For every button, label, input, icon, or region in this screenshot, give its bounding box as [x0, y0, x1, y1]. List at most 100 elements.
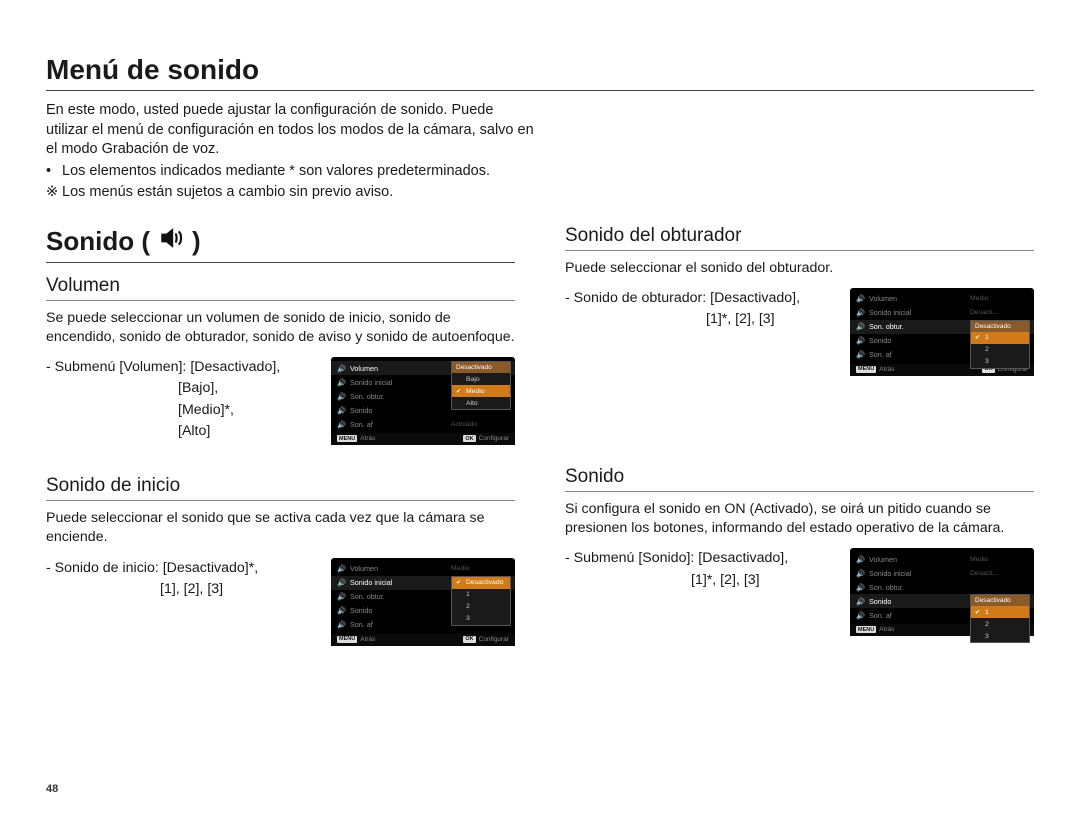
left-column: Sonido ( ) Volumen Se puede seleccionar … — [46, 225, 515, 646]
sound-icon: 🔊 — [337, 392, 346, 401]
inicio-options: - Sonido de inicio: [Desactivado]*, [1],… — [46, 558, 301, 601]
mi-af: Son. af — [350, 420, 447, 429]
sub-3: 3 — [985, 633, 989, 640]
submenu-volumen: Desactivado Bajo ✔Medio Alto — [451, 361, 511, 410]
sub-desactivado: Desactivado — [971, 321, 1029, 332]
footer-back: Atrás — [360, 636, 375, 643]
intro-bullet-2: ※ Los menús están sujetos a cambio sin p… — [46, 183, 536, 203]
page-number: 48 — [46, 783, 58, 795]
intro-paragraph: En este modo, usted puede ajustar la con… — [46, 101, 536, 160]
intro-block: En este modo, usted puede ajustar la con… — [46, 101, 536, 203]
mini-screenshot-sonido: 🔊VolumenMedio 🔊Sonido inicialDesacti... … — [850, 548, 1034, 636]
sub-1: 1 — [985, 334, 989, 341]
intro-bullet-1-text: Los elementos indicados mediante * son v… — [62, 162, 490, 182]
sub-3: 3 — [466, 615, 470, 622]
intro-bullet-2-text: Los menús están sujetos a cambio sin pre… — [62, 183, 393, 203]
sub-medio: Medio — [466, 388, 485, 395]
sonido-options: - Submenú [Sonido]: [Desactivado], [1]*,… — [565, 548, 820, 591]
obturador-opt-vals: [1]*, [2], [3] — [565, 309, 820, 330]
sound-icon: 🔊 — [856, 336, 865, 345]
sub-heading-inicio: Sonido de inicio — [46, 475, 515, 501]
bullet-dot-icon: • — [46, 162, 56, 182]
obturador-opt-line: - Sonido de obturador: [Desactivado], — [565, 290, 800, 306]
volumen-opt-alto: [Alto] — [46, 421, 301, 442]
sub-1: 1 — [985, 609, 989, 616]
obturador-desc: Puede seleccionar el sonido del obturado… — [565, 259, 1034, 278]
mi-inicio: Sonido inicial — [869, 569, 966, 578]
check-icon: ✔ — [456, 579, 463, 586]
sound-icon: 🔊 — [856, 555, 865, 564]
mini-screenshot-obturador: 🔊VolumenMedio 🔊Sonido inicialDesacti... … — [850, 288, 1034, 376]
footer-set: Configurar — [479, 636, 509, 643]
sonido-desc: Si configura el sonido en ON (Activado),… — [565, 500, 1034, 538]
sub-desactivado: Desactivado — [971, 595, 1029, 606]
sub-alto: Alto — [466, 400, 478, 407]
footer-back: Atrás — [360, 435, 375, 442]
mini-footer: MENUAtrás OK Configurar — [331, 634, 515, 646]
mi-vol-val: Medio — [970, 556, 1030, 563]
sound-icon: 🔊 — [337, 420, 346, 429]
sound-icon: 🔊 — [337, 564, 346, 573]
volumen-options: - Submenú [Volumen]: [Desactivado], [Baj… — [46, 357, 301, 442]
mi-vol-val: Medio — [451, 565, 511, 572]
mi-obtur: Son. obtur. — [869, 583, 1030, 592]
obturador-options: - Sonido de obturador: [Desactivado], [1… — [565, 288, 820, 331]
submenu-inicio: ✔Desactivado 1 2 3 — [451, 576, 511, 626]
sound-icon: 🔊 — [337, 620, 346, 629]
inicio-desc: Puede seleccionar el sonido que se activ… — [46, 509, 515, 547]
section-sonido-label: Sonido ( — [46, 226, 150, 257]
menu-badge: MENU — [337, 636, 357, 643]
sub-heading-obturador: Sonido del obturador — [565, 225, 1034, 251]
sub-2: 2 — [466, 603, 470, 610]
right-column: Sonido del obturador Puede seleccionar e… — [565, 225, 1034, 646]
inicio-option-row: - Sonido de inicio: [Desactivado]*, [1],… — [46, 558, 515, 646]
submenu-obturador: Desactivado ✔1 2 3 — [970, 320, 1030, 369]
sub-1: 1 — [466, 591, 470, 598]
sound-icon: 🔊 — [856, 294, 865, 303]
volumen-opt-medio: [Medio]*, — [46, 400, 301, 421]
footer-set: Configurar — [479, 435, 509, 442]
sound-icon: 🔊 — [856, 611, 865, 620]
sound-icon: 🔊 — [856, 308, 865, 317]
sound-icon: 🔊 — [856, 597, 865, 606]
footer-back: Atrás — [879, 626, 894, 633]
inicio-opt-vals: [1], [2], [3] — [46, 579, 301, 600]
volumen-option-row: - Submenú [Volumen]: [Desactivado], [Baj… — [46, 357, 515, 445]
sound-icon: 🔊 — [856, 583, 865, 592]
mi-af-val: Activado — [451, 421, 511, 428]
mi-volumen: Volumen — [350, 564, 447, 573]
mini-screenshot-volumen: 🔊Volumen 🔊Sonido inicial 🔊Son. obtur. 🔊S… — [331, 357, 515, 445]
sound-icon: 🔊 — [337, 364, 346, 373]
mi-volumen: Volumen — [869, 555, 966, 564]
sub-desactivado: Desactivado — [466, 579, 503, 586]
sonido-opt-vals: [1]*, [2], [3] — [565, 570, 820, 591]
volumen-desc: Se puede seleccionar un volumen de sonid… — [46, 309, 515, 347]
sub-2: 2 — [985, 346, 989, 353]
sub-heading-volumen: Volumen — [46, 275, 515, 301]
sound-icon: 🔊 — [337, 406, 346, 415]
footer-back: Atrás — [879, 366, 894, 373]
reference-mark-icon: ※ — [46, 183, 56, 203]
speaker-icon — [158, 225, 184, 258]
inicio-opt-line: - Sonido de inicio: [Desactivado]*, — [46, 560, 258, 576]
section-sonido-close: ) — [192, 226, 201, 257]
section-heading-sonido: Sonido ( ) — [46, 225, 515, 263]
mi-vol-val: Medio — [970, 295, 1030, 302]
sound-icon: 🔊 — [337, 378, 346, 387]
intro-bullet-1: • Los elementos indicados mediante * son… — [46, 162, 536, 182]
sound-icon: 🔊 — [856, 350, 865, 359]
sonido-opt-line: - Submenú [Sonido]: [Desactivado], — [565, 550, 788, 566]
sub-2: 2 — [985, 621, 989, 628]
mini-screenshot-inicio: 🔊VolumenMedio 🔊Sonido inicial 🔊Son. obtu… — [331, 558, 515, 646]
sub-bajo: Bajo — [466, 376, 480, 383]
mi-ini-val: Desacti... — [970, 570, 1030, 577]
obturador-option-row: - Sonido de obturador: [Desactivado], [1… — [565, 288, 1034, 376]
sound-icon: 🔊 — [856, 322, 865, 331]
mi-ini-val: Desacti... — [970, 309, 1030, 316]
ok-badge: OK — [463, 636, 475, 643]
check-icon: ✔ — [975, 334, 982, 341]
sound-icon: 🔊 — [856, 569, 865, 578]
volumen-opt-bajo: [Bajo], — [46, 378, 301, 399]
page-title: Menú de sonido — [46, 54, 1034, 91]
mi-inicio: Sonido inicial — [869, 308, 966, 317]
